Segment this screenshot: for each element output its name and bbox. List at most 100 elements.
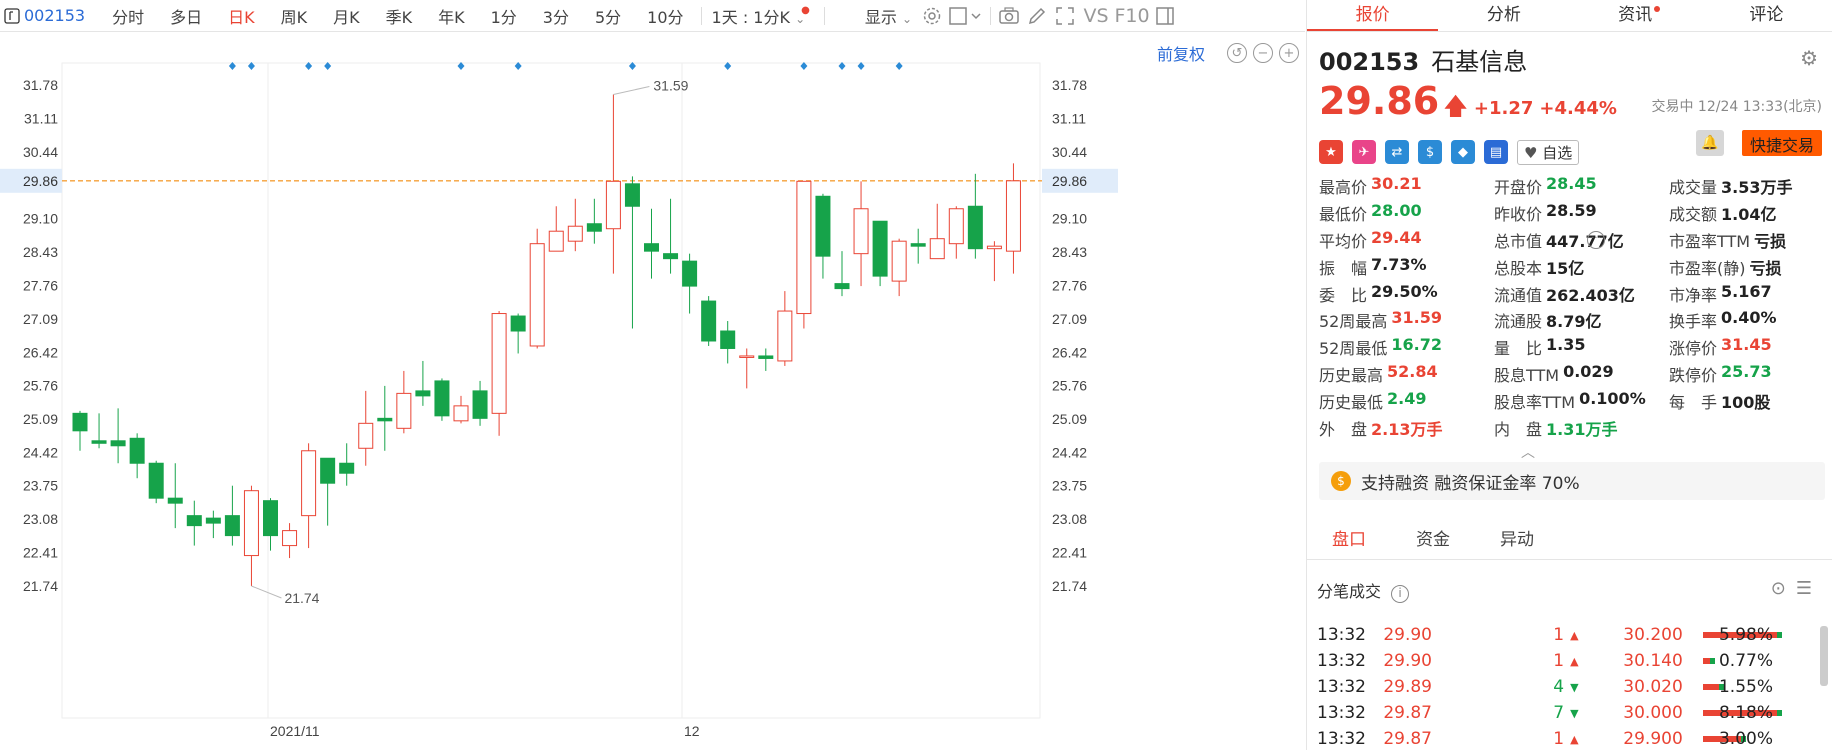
scrollbar[interactable] [1820,626,1828,686]
watchlist-button[interactable]: ♥ 自选 [1517,139,1580,165]
triangle-up-icon: ▲ [1570,654,1579,668]
price-axis-label-left: 22.41 [23,545,58,561]
chart-toolbar: 002153 分时 多日 日K 周K 月K 季K 年K 1分 3分 5分 10分 1天 : 1分K … [0,0,1305,32]
candle-body [586,223,602,232]
right-tab[interactable]: 分析 [1438,0,1569,31]
stock-title: 002153 石基信息 [1319,42,1820,77]
panel-icon[interactable] [1151,2,1179,30]
period-tab[interactable]: 10分 [647,7,684,27]
tick-ratio-fill [1702,710,1778,716]
price-change: +1.27 [1473,98,1534,119]
kline-chart-area[interactable]: 31.78 31.78 31.11 31.11 30.44 30.44 29.10 29.10… [0,33,1305,750]
restore-rights-button[interactable]: 前复权 [1156,45,1205,64]
right-tab-label: 报价 [1355,5,1390,25]
candle-body [129,437,145,464]
current-price: 29.86 [1319,79,1440,123]
settings-icon[interactable] [918,2,946,30]
display-dropdown-label: 显示 [864,7,897,27]
sub-tab[interactable]: 盘口 [1332,530,1366,550]
more-options-icon[interactable]: ⊙ [1770,578,1796,599]
reset-icon[interactable]: ↺ [1227,43,1247,63]
right-tab[interactable]: 报价 [1307,0,1439,31]
current-price-tag-left [0,168,62,193]
quote-row: 最低价 28.00 昨收价 28.59 成交额 1.04亿 [1319,200,1825,227]
period-tab[interactable]: 多日 [170,7,203,27]
tag-icon[interactable]: ◆ [1451,140,1475,164]
period-tabs: 分时 多日 日K 周K 月K 季K 年K 1分 3分 5分 10分 [99,4,696,28]
display-dropdown[interactable]: 显示 ⌄ [859,4,918,28]
candle-body [301,450,317,517]
quote-value: 0.40% [1721,308,1777,328]
candle-body [396,392,412,429]
tick-time: 13:32 [1317,729,1366,749]
sub-tab[interactable]: 异动 [1500,530,1534,550]
shuffle-icon[interactable]: ⇄ [1385,140,1409,164]
quote-cell: 市净率 5.167 [1669,282,1825,306]
camera-icon[interactable] [995,2,1023,30]
candle-body [796,180,812,315]
more-icon[interactable]: ··· [1587,231,1605,249]
period-tab[interactable]: 年K [438,7,465,27]
quick-trade-button[interactable]: 快捷交易 [1741,130,1822,156]
candle-body [186,515,202,527]
right-tab[interactable]: 评论 [1701,0,1832,31]
price-axis-label-right: 27.09 [1052,311,1087,327]
quote-value: 30.21 [1371,174,1422,194]
note-icon[interactable]: ▤ [1484,140,1508,164]
period-tab[interactable]: 月K [333,7,360,27]
zoom-out-icon[interactable]: − [1253,43,1273,63]
period-tab[interactable]: 3分 [542,7,569,27]
period-tab[interactable]: 季K [385,7,413,27]
quote-cell: 成交额 1.04亿 [1669,201,1825,225]
price-axis-label-left: 23.75 [23,478,58,494]
quote-cell: 涨停价 31.45 [1669,335,1825,359]
period-tab[interactable]: 分时 [112,7,145,27]
collapse-icon[interactable]: ︿ [1521,445,1535,461]
kline-chart[interactable]: 31.78 31.78 31.11 31.11 30.44 30.44 29.10 29.10… [0,33,1305,750]
runner-icon[interactable]: ✈ [1352,140,1376,164]
high-annotation: 31.59 [653,77,688,93]
quote-cell: 股息TTM 0.029 [1494,362,1669,386]
list-view-icon[interactable]: ☰ [1795,578,1822,599]
quote-value: 447.77亿 [1546,231,1624,251]
period-tab[interactable]: 日K [228,7,255,27]
checkbox-icon[interactable] [946,2,986,30]
candle-body [777,310,793,362]
tick-ratio-bar [1702,632,1783,638]
quote-value: 1.35 [1546,335,1586,355]
f10-icon[interactable]: F10 [1114,4,1150,27]
price-axis-label-left: 24.42 [23,444,58,460]
tick-price: 29.90 [1383,625,1432,645]
stock-code-link[interactable]: 002153 [0,6,99,25]
tick-ratio-bar [1702,710,1783,716]
info-icon[interactable]: i [1391,585,1410,603]
dollar-icon[interactable]: $ [1418,140,1442,164]
bell-icon[interactable]: 🔔 [1696,130,1724,156]
quote-label: 涨停价 [1669,339,1718,359]
chart-controls: ↺ − + [1227,43,1299,63]
candle-body [263,500,278,537]
period-tab[interactable]: 周K [280,7,308,27]
ticks-controls: ⊙☰ [1771,578,1822,599]
sub-tab[interactable]: 资金 [1416,530,1450,550]
period-tab[interactable]: 5分 [594,7,622,27]
stock-header: 002153 石基信息 ⚙ 29.86 🡅 +1.27 +4.44% ★ ✈ ⇄ … [1307,32,1832,166]
candle-body [967,205,983,250]
tick-volume: 4 [1553,677,1565,697]
quote-cell: 外 盘 2.13万手 [1319,416,1494,440]
period-dropdown[interactable]: 1天 : 1分K ⌄● [706,4,820,28]
price-axis-label-right: 31.11 [1052,110,1086,126]
quote-cell: 跌停价 25.73 [1669,362,1825,386]
right-tab[interactable]: 资讯 [1570,0,1701,31]
quote-label: 成交量 [1669,178,1718,198]
price-axis-label-left: 27.09 [23,311,58,327]
zoom-in-icon[interactable]: + [1279,43,1299,63]
gear-icon[interactable]: ⚙ [1800,46,1818,70]
fullscreen-icon[interactable] [1051,2,1079,30]
vs-icon[interactable]: VS [1083,4,1109,27]
candle-body [110,440,126,447]
pencil-icon[interactable] [1023,2,1051,30]
period-tab[interactable]: 1分 [490,7,517,27]
price-axis-label-right: 25.09 [1052,411,1087,427]
sub-tabs: 盘口 资金 异动 [1307,520,1832,560]
